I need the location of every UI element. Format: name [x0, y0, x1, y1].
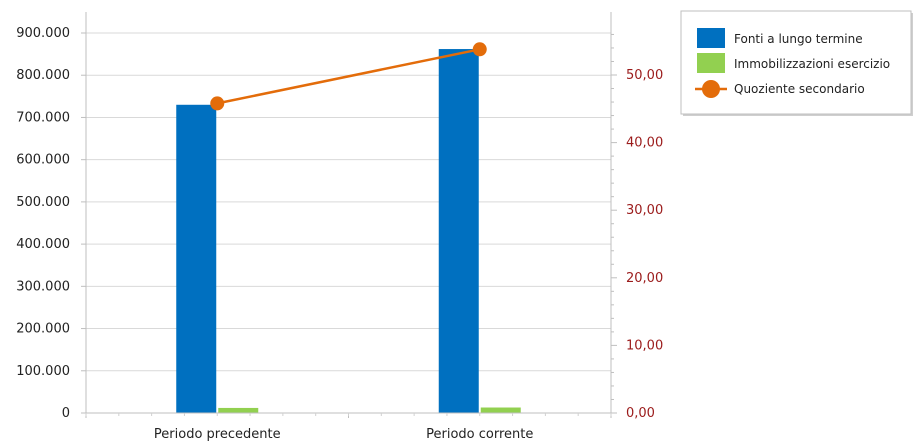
legend-swatch-marker-2: [702, 80, 720, 98]
gridlines: [86, 33, 611, 371]
y-left-tick-label: 600.000: [16, 153, 70, 168]
y-left-tick-label: 0: [62, 406, 70, 421]
legend-label-1: Immobilizzazioni esercizio: [734, 57, 890, 71]
legend-swatch-0: [697, 28, 725, 48]
y-left-tick-label: 800.000: [16, 68, 70, 83]
y-left-tick-label: 400.000: [16, 237, 70, 252]
x-category-label: Periodo precedente: [154, 427, 281, 442]
axes: 0 100.000 200.000 300.000 400.000 500.000 600.…: [16, 12, 663, 442]
bar-immobilizzazioni-1: [481, 408, 521, 413]
legend-swatch-1: [697, 53, 725, 73]
y-right-tick-label: 40,00: [626, 136, 663, 151]
y-left-tick-label: 100.000: [16, 364, 70, 379]
bar-fonti-1: [439, 49, 479, 413]
y-right-tick-label: 30,00: [626, 203, 663, 218]
bars: [176, 49, 521, 413]
point-quoziente-1: [473, 42, 487, 56]
bar-fonti-0: [176, 105, 216, 413]
legend-label-0: Fonti a lungo termine: [734, 32, 863, 46]
y-right-tick-label: 20,00: [626, 271, 663, 286]
y-right-tick-label: 0,00: [626, 406, 655, 421]
y-left-tick-label: 200.000: [16, 322, 70, 337]
y-left-tick-label: 300.000: [16, 279, 70, 294]
y-left-tick-label: 500.000: [16, 195, 70, 210]
x-category-label: Periodo corrente: [426, 427, 533, 442]
point-quoziente-0: [210, 96, 224, 110]
legend-label-2: Quoziente secondario: [734, 82, 865, 96]
y-left-tick-label: 900.000: [16, 26, 70, 41]
y-right-tick-label: 50,00: [626, 68, 663, 83]
legend: Fonti a lungo termine Immobilizzazioni es…: [681, 11, 913, 116]
bar-immobilizzazioni-0: [218, 408, 258, 413]
y-left-tick-label: 700.000: [16, 110, 70, 125]
y-right-tick-label: 10,00: [626, 338, 663, 353]
